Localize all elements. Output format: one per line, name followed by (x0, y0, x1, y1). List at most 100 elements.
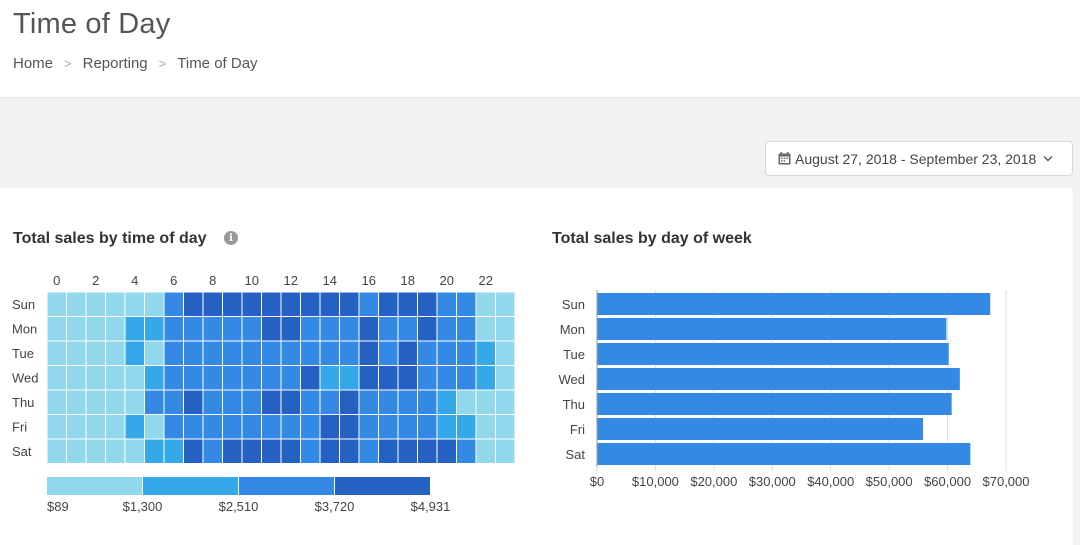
heatmap-cell[interactable] (144, 340, 165, 366)
heatmap-cell[interactable] (417, 438, 438, 464)
heatmap-cell[interactable] (495, 389, 516, 415)
bar[interactable] (597, 343, 949, 365)
heatmap-cell[interactable] (319, 414, 340, 440)
heatmap-cell[interactable] (124, 291, 145, 317)
heatmap-cell[interactable] (397, 291, 418, 317)
heatmap-cell[interactable] (397, 316, 418, 342)
heatmap-cell[interactable] (495, 340, 516, 366)
heatmap-cell[interactable] (222, 291, 243, 317)
heatmap-cell[interactable] (105, 365, 126, 391)
heatmap-cell[interactable] (144, 414, 165, 440)
heatmap-cell[interactable] (358, 340, 379, 366)
heatmap-cell[interactable] (241, 291, 262, 317)
heatmap-cell[interactable] (495, 414, 516, 440)
heatmap-cell[interactable] (66, 389, 87, 415)
heatmap-cell[interactable] (378, 389, 399, 415)
heatmap-cell[interactable] (124, 316, 145, 342)
heatmap-cell[interactable] (358, 389, 379, 415)
heatmap-cell[interactable] (319, 438, 340, 464)
heatmap-cell[interactable] (144, 316, 165, 342)
heatmap-cell[interactable] (300, 316, 321, 342)
heatmap-cell[interactable] (436, 340, 457, 366)
heatmap-cell[interactable] (163, 438, 184, 464)
bar[interactable] (597, 368, 960, 390)
heatmap-cell[interactable] (261, 389, 282, 415)
heatmap-cell[interactable] (397, 414, 418, 440)
heatmap-cell[interactable] (339, 365, 360, 391)
heatmap-cell[interactable] (46, 340, 67, 366)
heatmap-cell[interactable] (202, 389, 223, 415)
heatmap-cell[interactable] (66, 438, 87, 464)
heatmap-cell[interactable] (280, 414, 301, 440)
heatmap-cell[interactable] (163, 389, 184, 415)
heatmap-cell[interactable] (202, 316, 223, 342)
heatmap-cell[interactable] (163, 316, 184, 342)
heatmap-cell[interactable] (397, 365, 418, 391)
bar[interactable] (597, 393, 952, 415)
heatmap-cell[interactable] (339, 438, 360, 464)
heatmap-cell[interactable] (66, 291, 87, 317)
heatmap-cell[interactable] (163, 365, 184, 391)
heatmap-cell[interactable] (475, 340, 496, 366)
heatmap-cell[interactable] (124, 340, 145, 366)
heatmap-cell[interactable] (144, 389, 165, 415)
heatmap-cell[interactable] (261, 291, 282, 317)
heatmap-cell[interactable] (495, 438, 516, 464)
heatmap-cell[interactable] (358, 365, 379, 391)
heatmap-cell[interactable] (339, 316, 360, 342)
heatmap-cell[interactable] (105, 340, 126, 366)
heatmap-cell[interactable] (397, 389, 418, 415)
heatmap-cell[interactable] (241, 414, 262, 440)
heatmap-cell[interactable] (183, 340, 204, 366)
heatmap-cell[interactable] (46, 365, 67, 391)
heatmap-cell[interactable] (495, 316, 516, 342)
heatmap-cell[interactable] (280, 438, 301, 464)
heatmap-cell[interactable] (300, 291, 321, 317)
heatmap-cell[interactable] (339, 291, 360, 317)
heatmap-cell[interactable] (66, 365, 87, 391)
heatmap-cell[interactable] (124, 389, 145, 415)
heatmap-cell[interactable] (339, 340, 360, 366)
breadcrumb-home[interactable]: Home (13, 55, 54, 72)
heatmap-cell[interactable] (378, 365, 399, 391)
heatmap-cell[interactable] (475, 365, 496, 391)
heatmap-cell[interactable] (163, 291, 184, 317)
heatmap-cell[interactable] (475, 438, 496, 464)
heatmap-cell[interactable] (222, 316, 243, 342)
heatmap-cell[interactable] (183, 316, 204, 342)
heatmap-cell[interactable] (66, 316, 87, 342)
heatmap-cell[interactable] (124, 414, 145, 440)
heatmap-cell[interactable] (261, 414, 282, 440)
heatmap-cell[interactable] (46, 316, 67, 342)
heatmap-cell[interactable] (202, 291, 223, 317)
heatmap-cell[interactable] (261, 340, 282, 366)
heatmap-cell[interactable] (475, 414, 496, 440)
heatmap-cell[interactable] (46, 291, 67, 317)
heatmap-cell[interactable] (280, 340, 301, 366)
heatmap-cell[interactable] (456, 291, 477, 317)
bar[interactable] (597, 293, 991, 315)
heatmap-cell[interactable] (417, 291, 438, 317)
heatmap-cell[interactable] (358, 438, 379, 464)
heatmap-cell[interactable] (241, 438, 262, 464)
heatmap-cell[interactable] (183, 389, 204, 415)
heatmap-cell[interactable] (46, 389, 67, 415)
info-icon[interactable]: i (224, 231, 238, 245)
bar[interactable] (597, 318, 947, 340)
heatmap-cell[interactable] (183, 438, 204, 464)
heatmap-cell[interactable] (105, 291, 126, 317)
heatmap-cell[interactable] (222, 414, 243, 440)
heatmap-cell[interactable] (66, 340, 87, 366)
heatmap-cell[interactable] (183, 365, 204, 391)
heatmap-cell[interactable] (417, 316, 438, 342)
heatmap-cell[interactable] (105, 316, 126, 342)
heatmap-cell[interactable] (456, 365, 477, 391)
heatmap-cell[interactable] (436, 291, 457, 317)
heatmap-cell[interactable] (46, 438, 67, 464)
heatmap-cell[interactable] (280, 365, 301, 391)
heatmap-cell[interactable] (319, 340, 340, 366)
heatmap-cell[interactable] (261, 438, 282, 464)
heatmap-cell[interactable] (85, 291, 106, 317)
heatmap-cell[interactable] (183, 291, 204, 317)
heatmap-cell[interactable] (339, 414, 360, 440)
